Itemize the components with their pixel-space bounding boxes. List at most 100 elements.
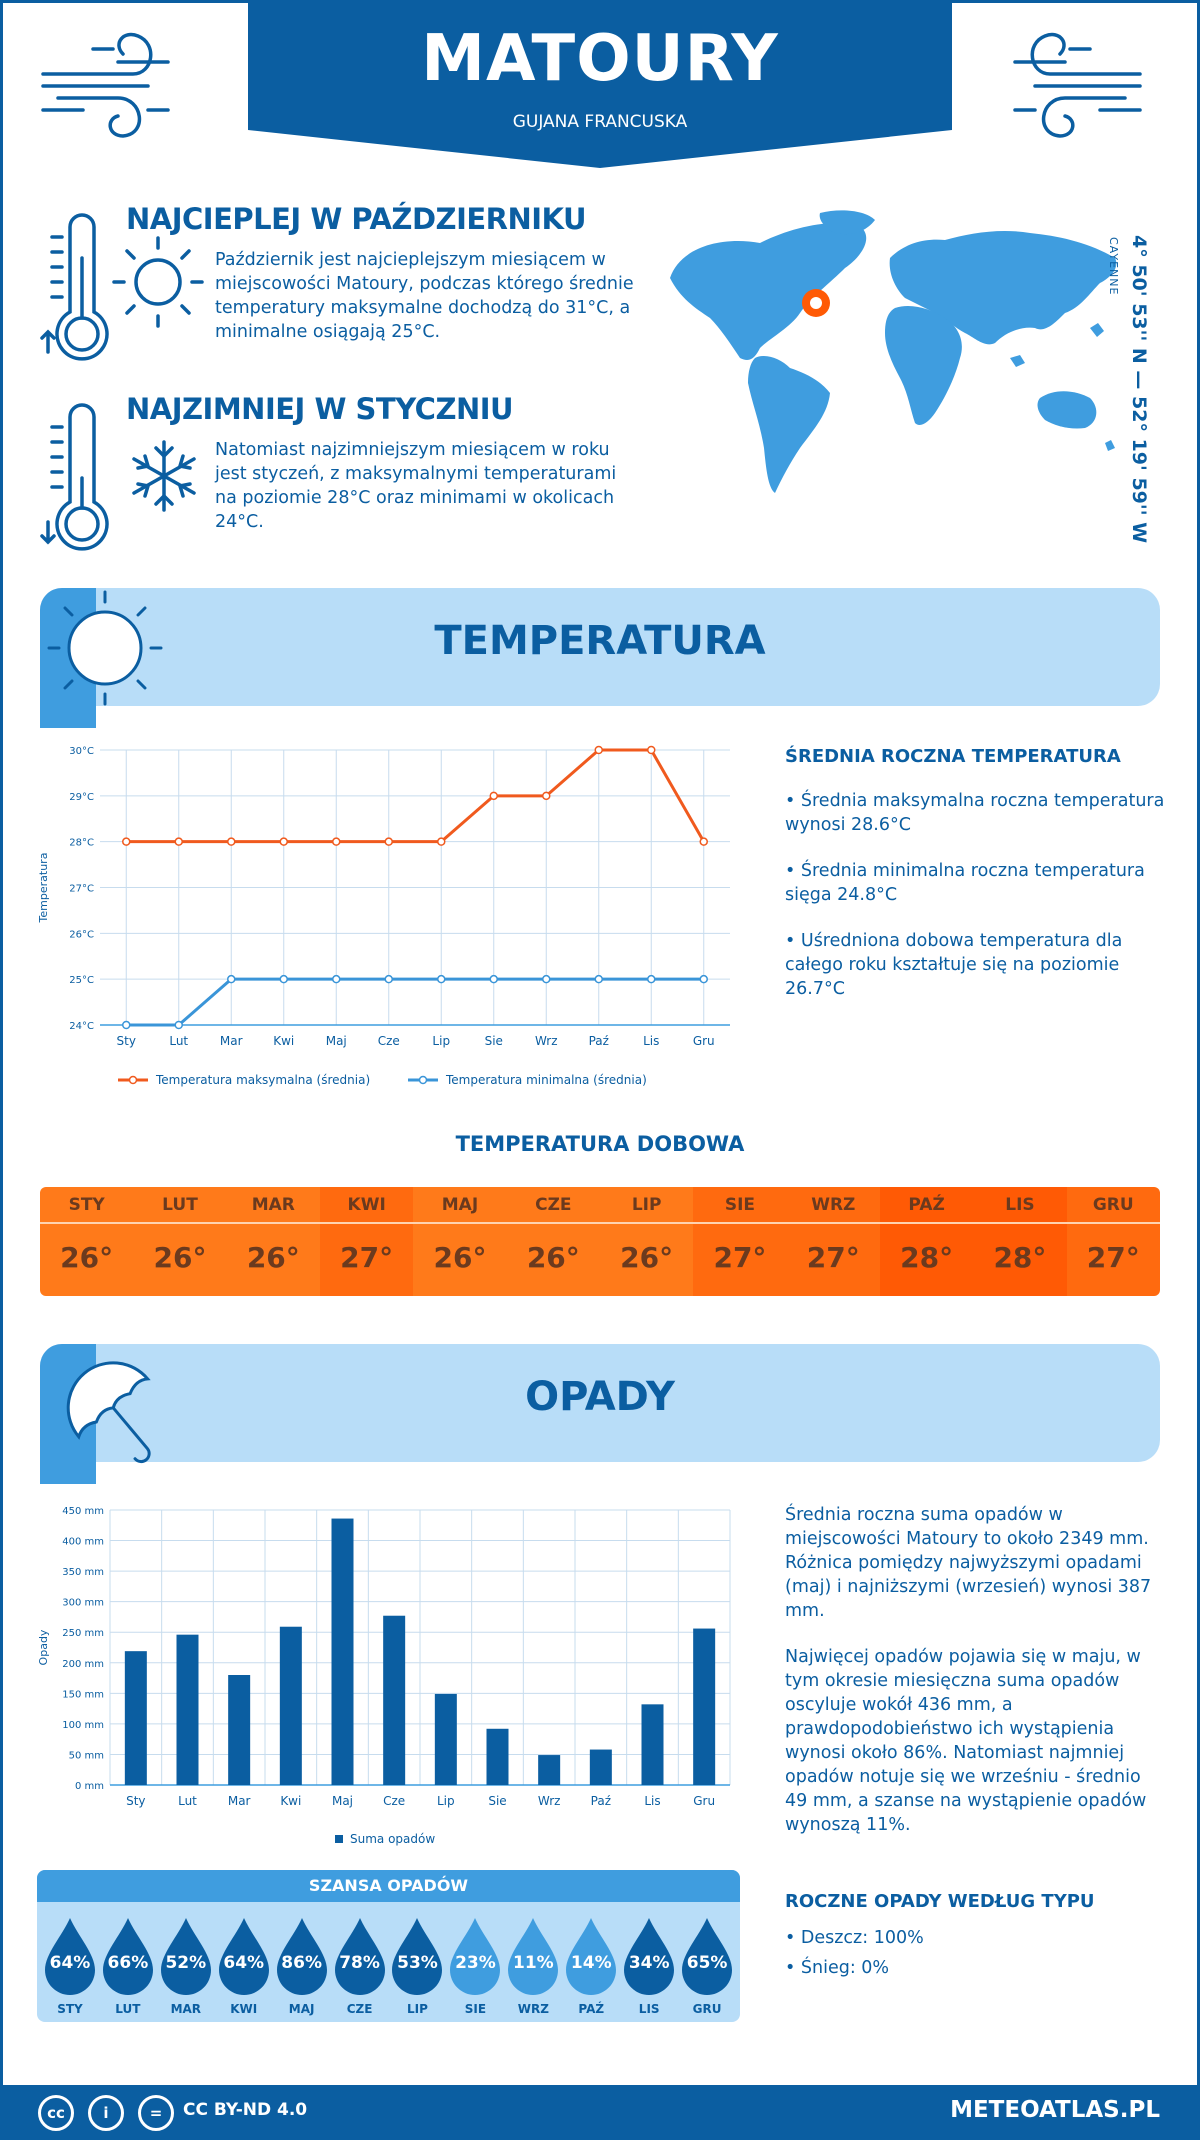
- chance-percent: 64%: [49, 1953, 91, 1973]
- daily-temp-value: 26°: [433, 1241, 487, 1274]
- world-map: [670, 210, 1117, 493]
- x-tick-label: Kwi: [273, 1034, 294, 1048]
- umbrella-icon: [40, 1344, 151, 1484]
- chance-percent: 66%: [107, 1953, 149, 1973]
- series-line: [126, 977, 704, 1027]
- chance-drop: 11% WRZ: [504, 1912, 562, 2022]
- precipitation-types: ROCZNE OPADY WEDŁUG TYPU • Deszcz: 100% …: [785, 1890, 1165, 1980]
- chance-drop: 14% PAŹ: [562, 1912, 620, 2022]
- raindrop-icon: [508, 1918, 559, 1995]
- summary-min: • Średnia minimalna roczna temperatura s…: [785, 861, 1145, 905]
- warmest-section: NAJCIEPLEJ W PAŹDZIERNIKU Październik je…: [40, 202, 640, 362]
- temperature-banner: TEMPERATURA: [40, 588, 1160, 728]
- chance-drop: 34% LIS: [620, 1912, 678, 2022]
- y-axis-label: Temperatura: [37, 853, 50, 924]
- chance-percent: 78%: [339, 1953, 380, 1973]
- y-tick-label: 27°C: [69, 884, 94, 895]
- daily-month-label: LIP: [599, 1187, 694, 1224]
- x-tick-label: Mar: [228, 1794, 251, 1808]
- daily-temperature-title: TEMPERATURA DOBOWA: [455, 1132, 745, 1156]
- daily-temp-column: STY 26°: [40, 1187, 134, 1296]
- country-name: GUJANA FRANCUSKA: [512, 112, 688, 132]
- precipitation-chance-drops: 64% STY 66% LUT 52% MAR 64% KWI 86% MAJ 78% CZE 53% L…: [37, 1902, 740, 2022]
- data-point: [384, 974, 393, 984]
- x-tick-label: Sie: [485, 1034, 503, 1048]
- bar: [279, 1626, 302, 1785]
- bar: [693, 1628, 716, 1785]
- x-tick-label: Lis: [643, 1034, 659, 1048]
- x-tick-label: Kwi: [280, 1794, 301, 1808]
- precipitation-banner: OPADY: [40, 1344, 1160, 1484]
- region-label: CAYENNE: [1107, 237, 1120, 296]
- daily-temp-column: CZE 26°: [506, 1187, 600, 1296]
- daily-temp-column: LIP 26°: [599, 1187, 694, 1296]
- data-point: [489, 791, 498, 801]
- data-point: [227, 837, 236, 846]
- x-tick-label: Lut: [178, 1794, 197, 1808]
- daily-temp-value: 28°: [900, 1241, 954, 1274]
- chance-percent: 65%: [686, 1953, 728, 1973]
- chance-percent: 53%: [397, 1953, 438, 1973]
- bar: [228, 1675, 251, 1785]
- x-tick-label: Lip: [432, 1034, 450, 1048]
- x-tick-label: Sty: [126, 1794, 145, 1808]
- y-tick-label: 400 mm: [62, 1537, 104, 1548]
- daily-temp-value: 26°: [153, 1241, 207, 1274]
- y-tick-label: 29°C: [69, 792, 94, 803]
- x-tick-label: Maj: [326, 1034, 347, 1048]
- x-tick-label: Maj: [332, 1794, 353, 1808]
- daily-temp-column: MAR 26°: [226, 1187, 320, 1296]
- legend-marker: [418, 1075, 428, 1085]
- daily-temp-value: 26°: [60, 1241, 114, 1274]
- daily-month-label: LUT: [133, 1187, 227, 1224]
- no-derivatives-icon: =: [138, 2095, 174, 2131]
- chance-month: WRZ: [517, 2002, 549, 2016]
- coordinates: 4° 50' 53'' N — 52° 19' 59'' W CAYENNE: [1107, 235, 1150, 543]
- data-point: [647, 974, 656, 984]
- daily-temp-value: 27°: [713, 1241, 767, 1274]
- y-tick-label: 200 mm: [62, 1659, 104, 1670]
- license-text[interactable]: CC BY-ND 4.0: [183, 2100, 308, 2120]
- daily-temp-value: 28°: [993, 1241, 1047, 1274]
- wind-icon: [41, 32, 170, 138]
- type-rain: • Deszcz: 100%: [785, 1928, 924, 1948]
- daily-temp-value: 26°: [246, 1241, 300, 1274]
- data-point: [122, 1020, 131, 1030]
- chance-month: KWI: [230, 2002, 258, 2016]
- chance-month: STY: [57, 2002, 83, 2016]
- legend-label: Temperatura maksymalna (średnia): [155, 1073, 370, 1087]
- data-point: [384, 837, 393, 846]
- data-point: [647, 745, 656, 755]
- y-tick-label: 300 mm: [62, 1598, 104, 1609]
- bar: [589, 1749, 612, 1785]
- coldest-title: NAJZIMNIEJ W STYCZNIU: [126, 392, 514, 426]
- y-tick-label: 28°C: [69, 838, 94, 849]
- chance-month: LIP: [407, 2002, 428, 2016]
- y-tick-label: 450 mm: [62, 1506, 104, 1517]
- data-point: [542, 791, 551, 801]
- chance-drop: 53% LIP: [389, 1912, 447, 2022]
- site-link[interactable]: METEOATLAS.PL: [950, 2097, 1160, 2123]
- precipitation-type-title: ROCZNE OPADY WEDŁUG TYPU: [785, 1891, 1095, 1912]
- daily-temp-value: 27°: [806, 1241, 860, 1274]
- daily-temp-column: GRU 27°: [1066, 1187, 1160, 1296]
- daily-temp-column: SIE 27°: [693, 1187, 787, 1296]
- data-point: [699, 837, 708, 846]
- bar: [331, 1518, 354, 1785]
- daily-month-label: PAŹ: [879, 1187, 974, 1224]
- data-point: [542, 974, 551, 984]
- data-point: [174, 837, 183, 846]
- data-point: [437, 837, 446, 846]
- raindrop-icon: [102, 1918, 153, 1995]
- chance-percent: 14%: [570, 1953, 612, 1973]
- chance-percent: 64%: [223, 1953, 265, 1973]
- precipitation-heading: OPADY: [525, 1374, 675, 1420]
- daily-month-label: GRU: [1066, 1187, 1160, 1224]
- series-line: [126, 748, 706, 844]
- temperature-chart: 24°C 25°C 26°C 27°C 28°C 29°C 30°C Sty Lut Mar Kwi…: [37, 745, 730, 1087]
- raindrop-icon: [566, 1918, 617, 1995]
- summary-avg: • Uśredniona dobowa temperatura dla całe…: [785, 931, 1123, 999]
- x-tick-label: Cze: [383, 1794, 405, 1808]
- raindrop-icon: [682, 1918, 733, 1995]
- raindrop-icon: [276, 1918, 327, 1995]
